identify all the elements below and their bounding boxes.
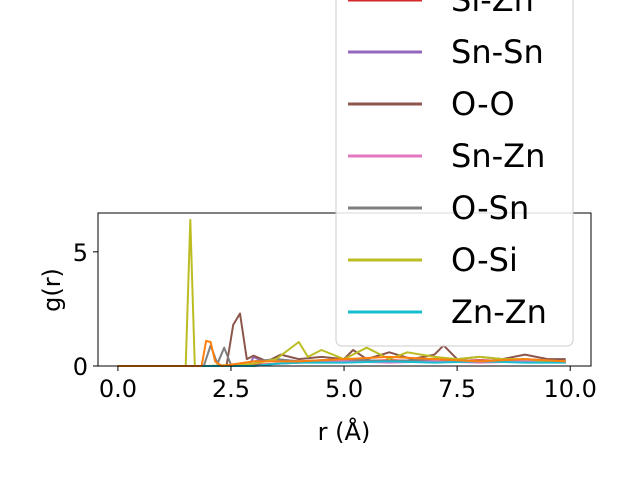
legend-entry: O-Sn: [451, 189, 529, 227]
y-axis-label: g(r): [38, 268, 66, 312]
y-axis: 05: [73, 239, 98, 381]
x-tick-label: 5.0: [325, 375, 363, 403]
legend-entry: Sn-Sn: [451, 33, 544, 71]
legend-entry: Sn-Zn: [451, 137, 545, 175]
x-tick-label: 2.5: [212, 375, 250, 403]
y-tick-label: 5: [73, 239, 88, 267]
legend-entry: O-O: [451, 85, 515, 123]
legend: Si-Zn Sn-Sn O-O Sn-Zn O-Sn O-Si Zn-Zn: [335, 0, 574, 347]
x-tick-label: 7.5: [438, 375, 476, 403]
series-line-zn-zn: [117, 360, 566, 367]
legend-entry: Zn-Zn: [451, 293, 547, 331]
x-tick-label: 0.0: [99, 375, 137, 403]
legend-entry: Si-Zn: [451, 0, 534, 19]
x-axis-label: r (Å): [318, 417, 371, 446]
series-line-unnamed-7: [117, 339, 566, 367]
x-axis: 0.0 2.5 5.0 7.5 10.0: [99, 366, 597, 403]
y-tick-label: 0: [73, 353, 88, 381]
legend-entry: O-Si: [451, 241, 518, 279]
x-tick-label: 10.0: [543, 375, 596, 403]
